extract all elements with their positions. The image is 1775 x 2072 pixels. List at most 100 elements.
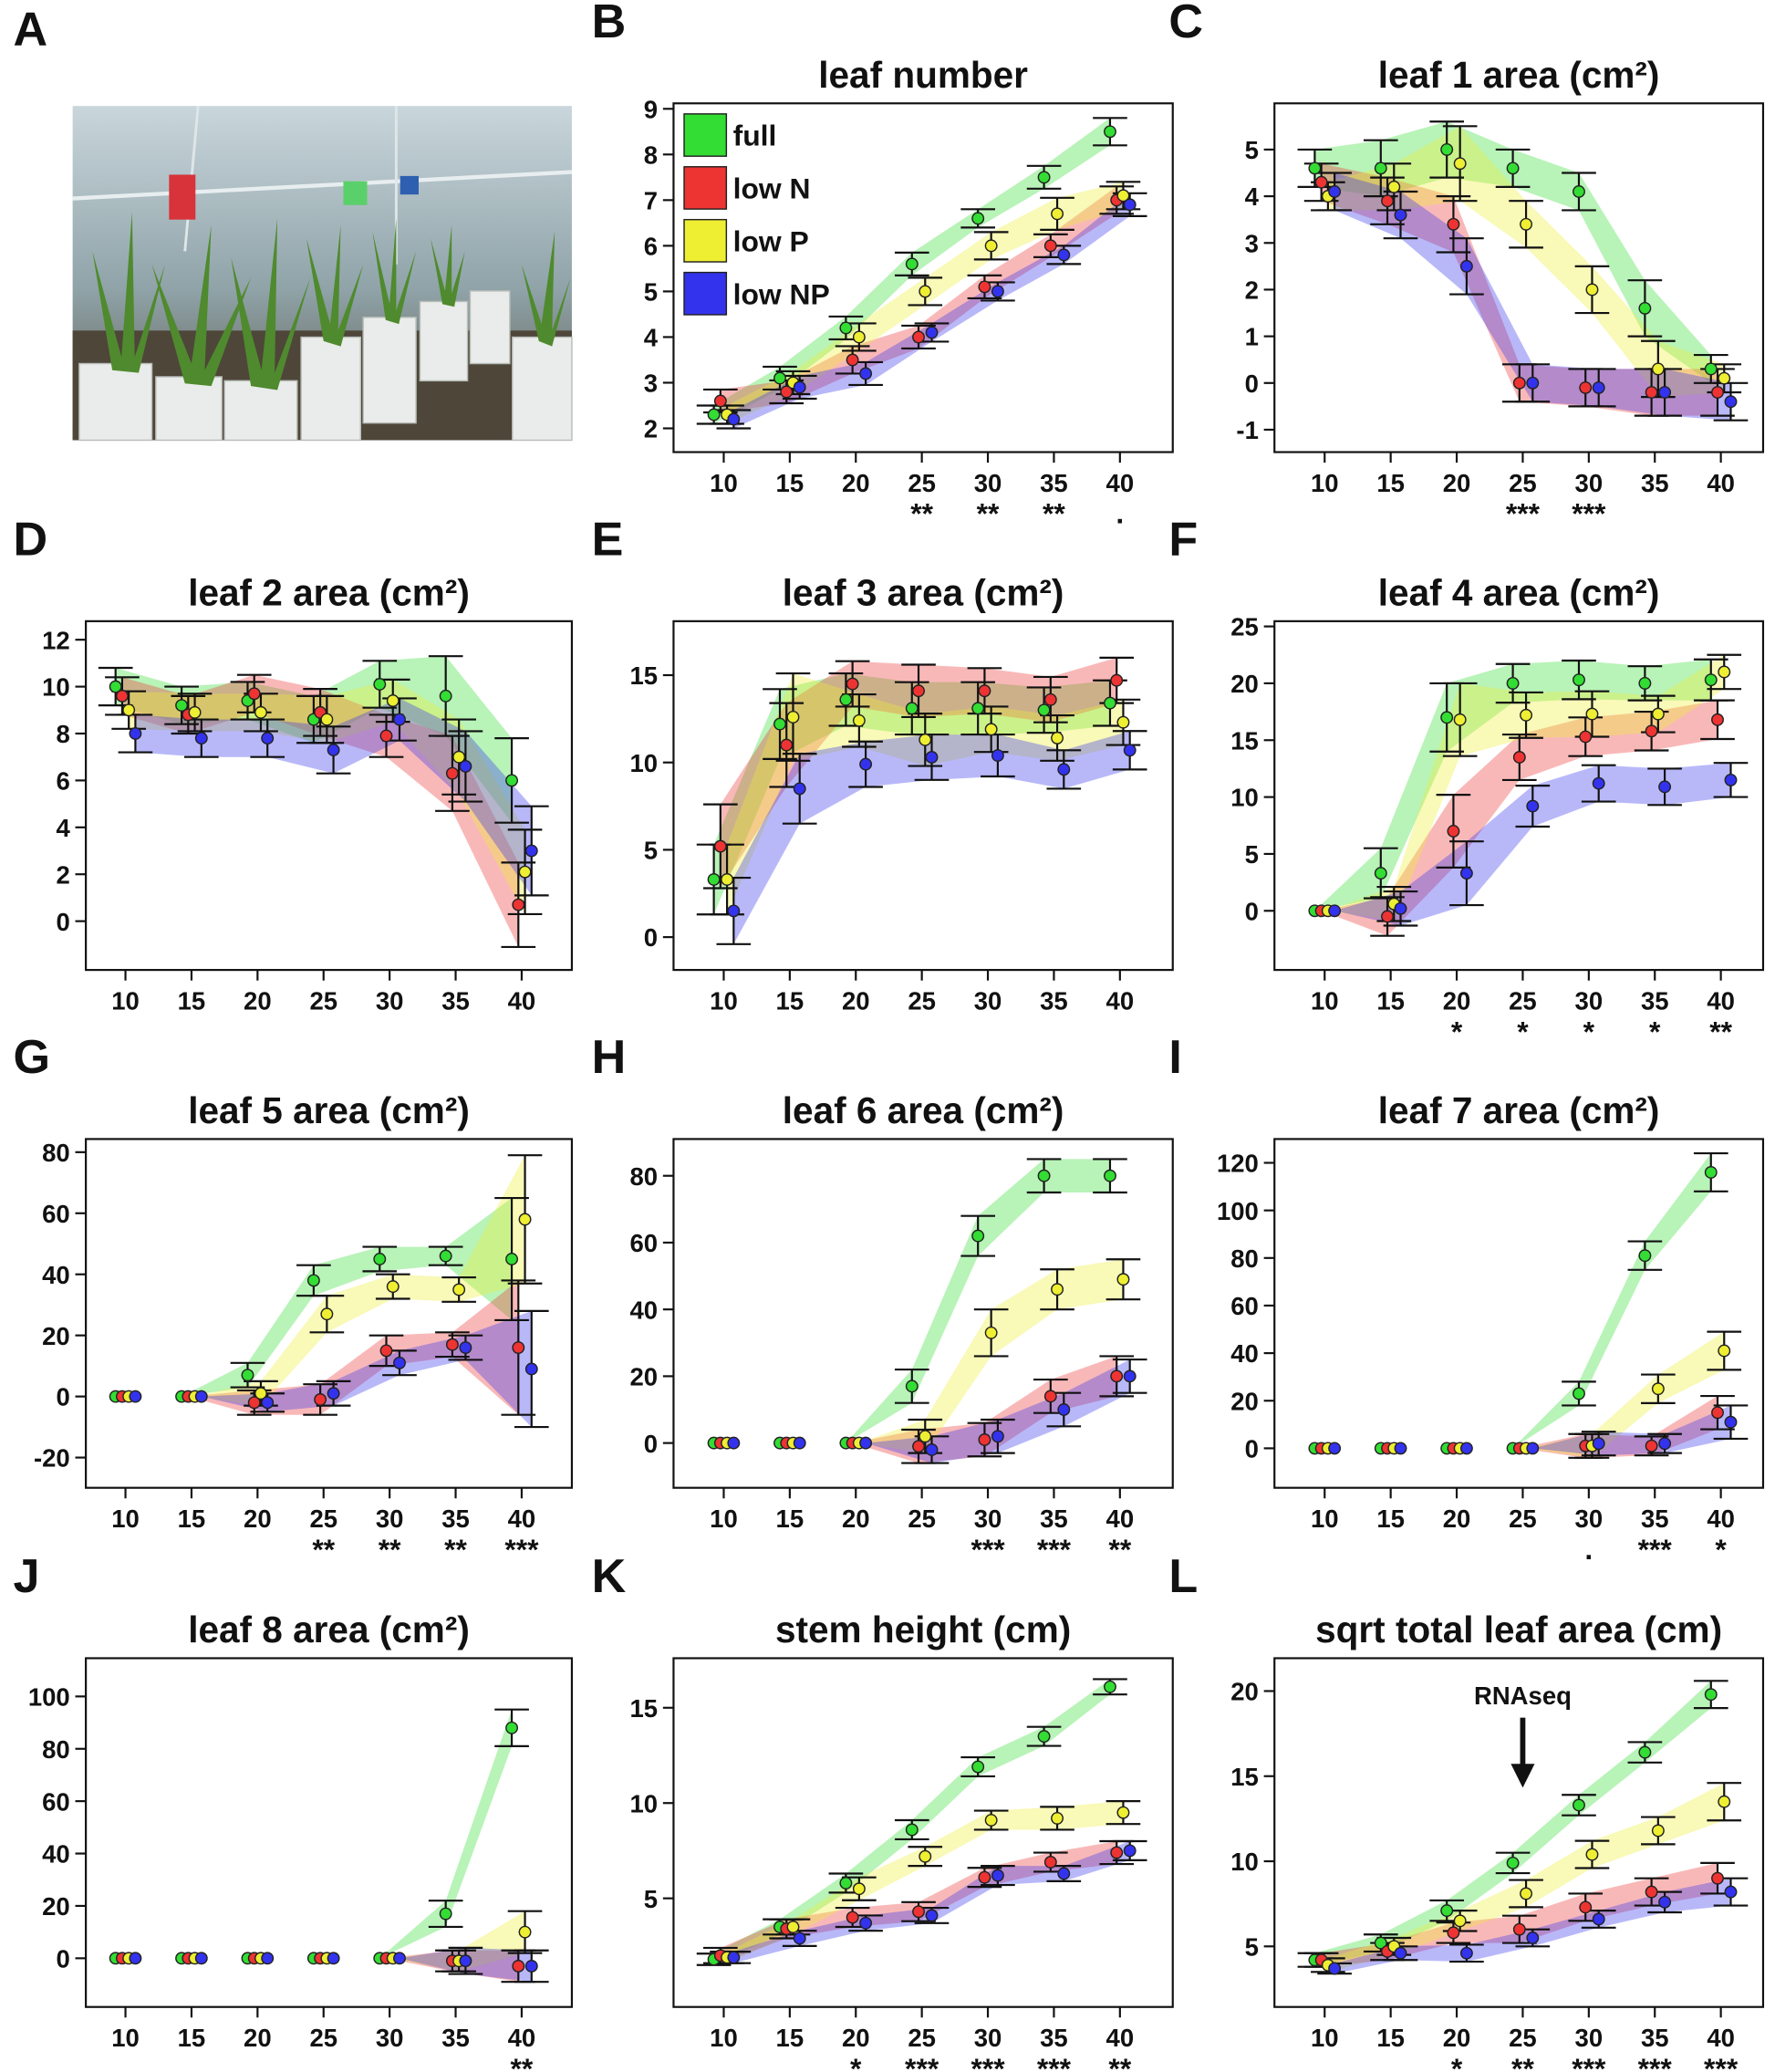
point bbox=[1037, 1169, 1051, 1182]
point bbox=[373, 678, 387, 691]
x-tick-label: 40 bbox=[1707, 1505, 1735, 1533]
point bbox=[1638, 1249, 1652, 1263]
point bbox=[1651, 1382, 1665, 1396]
point bbox=[1440, 1904, 1454, 1918]
point bbox=[1526, 1442, 1540, 1455]
y-tick-label: 0 bbox=[644, 923, 658, 952]
point bbox=[505, 1721, 519, 1734]
point bbox=[1328, 1962, 1342, 1975]
point bbox=[1579, 1900, 1593, 1914]
point bbox=[1051, 207, 1064, 221]
y-tick-label: 60 bbox=[629, 1229, 658, 1257]
point bbox=[445, 766, 459, 780]
x-tick-label: 35 bbox=[441, 2024, 470, 2052]
point bbox=[912, 1905, 925, 1919]
point bbox=[386, 694, 400, 707]
point bbox=[386, 1280, 400, 1294]
point bbox=[1057, 1867, 1071, 1880]
point bbox=[320, 1307, 334, 1321]
point bbox=[1116, 715, 1130, 729]
x-tick-label: 25 bbox=[309, 987, 337, 1015]
point bbox=[925, 751, 939, 764]
point bbox=[1526, 799, 1540, 813]
x-tick-label: 10 bbox=[710, 987, 738, 1015]
point bbox=[1579, 380, 1593, 394]
point bbox=[919, 1849, 932, 1863]
point bbox=[971, 212, 985, 225]
chart-title: leaf 5 area (cm²) bbox=[188, 1089, 470, 1131]
point bbox=[505, 1253, 519, 1265]
point bbox=[984, 1326, 998, 1339]
point bbox=[327, 1387, 340, 1400]
panel-letter: E bbox=[592, 513, 624, 566]
point bbox=[1711, 1406, 1724, 1420]
y-tick-label: 60 bbox=[42, 1200, 70, 1228]
point bbox=[459, 760, 472, 773]
point bbox=[1381, 194, 1394, 208]
point bbox=[1592, 776, 1605, 790]
point bbox=[1104, 1680, 1116, 1693]
ribbon bbox=[115, 1198, 513, 1397]
significance-label: * bbox=[1517, 1015, 1529, 1047]
point bbox=[1592, 1437, 1605, 1451]
significance-label: *** bbox=[1037, 1533, 1072, 1566]
ribbon bbox=[129, 1911, 525, 1972]
point bbox=[925, 1442, 939, 1456]
x-tick-label: 20 bbox=[842, 469, 870, 497]
point bbox=[452, 1283, 466, 1296]
plot-area bbox=[109, 1708, 549, 1983]
x-tick-label: 40 bbox=[1106, 2024, 1135, 2052]
x-tick-label: 15 bbox=[178, 1505, 206, 1533]
point bbox=[524, 1960, 538, 1973]
point bbox=[1043, 692, 1057, 706]
y-tick-label: 10 bbox=[629, 1789, 658, 1817]
point bbox=[1387, 180, 1401, 193]
point bbox=[261, 732, 275, 745]
significance-label: *** bbox=[1572, 2052, 1606, 2072]
y-tick-label: 0 bbox=[56, 1944, 69, 1973]
ribbon bbox=[733, 1840, 1130, 1963]
point bbox=[1579, 730, 1593, 744]
point bbox=[1658, 780, 1672, 794]
point bbox=[984, 239, 998, 253]
point bbox=[1645, 386, 1658, 399]
point bbox=[1374, 161, 1387, 175]
x-tick-label: 30 bbox=[376, 987, 404, 1015]
x-tick-label: 20 bbox=[842, 1505, 870, 1533]
point bbox=[1520, 217, 1533, 231]
significance-label: *** bbox=[1037, 2052, 1072, 2072]
significance-label: *** bbox=[971, 2052, 1005, 2072]
point bbox=[793, 380, 806, 394]
x-tick-label: 40 bbox=[508, 987, 536, 1015]
y-tick-label: 6 bbox=[56, 767, 69, 796]
point bbox=[846, 1911, 859, 1924]
significance-label: ** bbox=[511, 2052, 534, 2072]
ribbon bbox=[135, 1310, 532, 1428]
point bbox=[984, 1814, 998, 1827]
significance-label: * bbox=[850, 2052, 862, 2072]
ribbon bbox=[733, 1359, 1130, 1463]
point bbox=[241, 1369, 254, 1382]
point bbox=[1314, 175, 1328, 189]
point bbox=[1440, 142, 1454, 156]
point bbox=[1526, 1931, 1540, 1944]
x-tick-label: 40 bbox=[1707, 469, 1735, 497]
x-tick-label: 25 bbox=[908, 1505, 936, 1533]
point bbox=[261, 1396, 275, 1410]
point bbox=[1645, 724, 1658, 738]
x-tick-label: 35 bbox=[1641, 2024, 1669, 2052]
point bbox=[439, 689, 452, 703]
ribbon bbox=[129, 679, 525, 914]
point bbox=[314, 1393, 327, 1406]
point bbox=[859, 757, 873, 771]
x-tick-label: 15 bbox=[776, 469, 804, 497]
y-tick-label: -1 bbox=[1236, 416, 1258, 444]
point bbox=[1123, 1369, 1137, 1383]
point bbox=[1704, 362, 1718, 376]
point bbox=[852, 330, 866, 344]
point bbox=[129, 1952, 142, 1965]
plot-frame bbox=[1273, 1657, 1765, 2008]
